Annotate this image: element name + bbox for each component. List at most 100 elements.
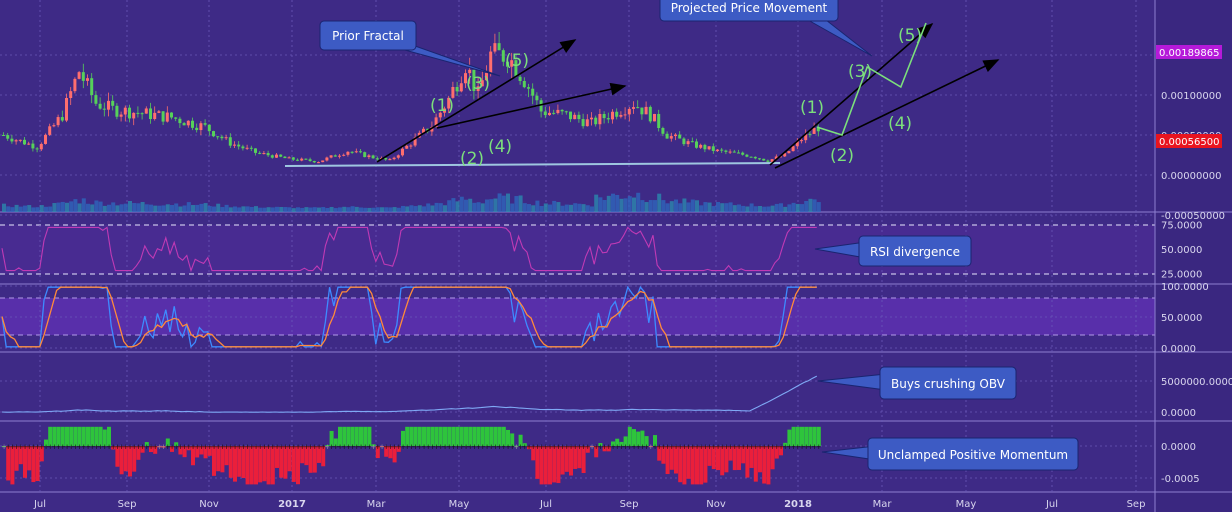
- momentum-bar: [686, 446, 691, 479]
- momentum-bar: [648, 446, 653, 447]
- candle-body: [165, 112, 169, 122]
- callout-momentum[interactable]: Unclamped Positive Momentum: [821, 437, 1079, 471]
- candle-body: [493, 43, 497, 52]
- momentum-cross-marker: +: [81, 443, 87, 451]
- candle-body: [170, 112, 173, 118]
- volume-bar: [548, 204, 552, 212]
- volume-bar: [468, 198, 473, 212]
- volume-bar: [514, 196, 519, 212]
- callout-projected[interactable]: Projected Price Movement: [659, 0, 873, 57]
- candle-body: [140, 113, 144, 115]
- candle-body: [220, 136, 224, 139]
- callout-obv[interactable]: Buys crushing OBV: [817, 366, 1017, 400]
- volume-bar: [216, 203, 221, 212]
- momentum-bar: [732, 446, 737, 471]
- momentum-cross-marker: +: [295, 443, 301, 451]
- momentum-bar: [224, 446, 229, 466]
- candle-body: [564, 111, 568, 113]
- momentum-bar: [199, 446, 204, 455]
- momentum-cross-marker: +: [261, 443, 267, 451]
- volume-bar: [132, 203, 137, 212]
- momentum-bar: [241, 446, 246, 479]
- momentum-cross-marker: +: [597, 443, 603, 451]
- candle-body: [317, 162, 320, 164]
- volume-bar: [228, 207, 233, 212]
- candle-body: [48, 126, 52, 135]
- callout-prior-fractal[interactable]: Prior Fractal: [319, 20, 501, 77]
- candle-body: [212, 131, 215, 137]
- momentum-cross-marker: +: [291, 443, 297, 451]
- candle-body: [149, 108, 152, 120]
- candle-body: [371, 155, 375, 159]
- candle-body: [283, 156, 287, 159]
- callout-rsi[interactable]: RSI divergence: [814, 235, 972, 267]
- candle-body: [711, 146, 715, 151]
- momentum-cross-marker: +: [5, 443, 11, 451]
- projected-wave-label: (4): [888, 114, 912, 134]
- rsi-tick-label: 75.0000: [1161, 221, 1202, 232]
- momentum-bar: [615, 438, 620, 446]
- momentum-cross-marker: +: [635, 443, 641, 451]
- momentum-bar: [695, 446, 699, 485]
- momentum-bar: [203, 446, 208, 459]
- candle-body: [186, 120, 190, 126]
- price-tick-label: -0.00050000: [1161, 211, 1225, 222]
- candle-body: [644, 106, 648, 115]
- volume-bar: [128, 200, 132, 212]
- momentum-bar: [552, 446, 557, 483]
- momentum-bar: [98, 426, 103, 446]
- momentum-cross-marker: +: [803, 443, 809, 451]
- volume-bar: [35, 207, 40, 212]
- momentum-bar: [149, 446, 153, 453]
- volume-bar: [249, 206, 254, 212]
- candle-body: [741, 152, 745, 155]
- volume-bar: [153, 205, 158, 212]
- momentum-bar: [329, 430, 334, 446]
- momentum-cross-marker: +: [287, 443, 293, 451]
- rsi-tick-label: 50.0000: [1161, 245, 1202, 256]
- momentum-cross-marker: +: [816, 443, 822, 451]
- candle-body: [724, 150, 728, 152]
- momentum-bar: [182, 446, 187, 458]
- volume-bar: [191, 205, 195, 212]
- volume-bar: [590, 206, 594, 212]
- momentum-cross-marker: +: [383, 443, 389, 451]
- momentum-cross-marker: +: [698, 443, 704, 451]
- volume-bar: [262, 207, 267, 212]
- candle-body: [636, 107, 640, 109]
- momentum-cross-marker: +: [648, 443, 654, 451]
- candle-body: [384, 157, 388, 160]
- volume-bar: [543, 203, 548, 212]
- volume-bar: [23, 205, 27, 212]
- candle-body: [136, 112, 140, 114]
- volume-bar: [699, 205, 704, 212]
- momentum-cross-marker: +: [492, 443, 498, 451]
- candle-body: [543, 111, 547, 116]
- volume-bar: [627, 196, 632, 212]
- time-tick-label: May: [449, 499, 470, 510]
- momentum-bar: [472, 426, 477, 446]
- candle-body: [590, 117, 593, 120]
- candle-body: [39, 143, 43, 150]
- candle-body: [144, 108, 148, 114]
- fractal-wave-label: (3): [466, 74, 490, 94]
- candle-body: [161, 111, 165, 122]
- volume-bar: [451, 198, 456, 212]
- momentum-bar: [606, 446, 611, 452]
- projected-wave-label: (5): [898, 26, 922, 46]
- volume-bar: [447, 200, 452, 212]
- momentum-bar: [77, 426, 82, 446]
- momentum-cross-marker: +: [337, 443, 343, 451]
- momentum-cross-marker: +: [119, 443, 125, 451]
- momentum-bar: [766, 446, 771, 485]
- volume-bar: [199, 203, 204, 212]
- momentum-cross-marker: +: [530, 443, 536, 451]
- momentum-cross-marker: +: [39, 443, 45, 451]
- volume-bar: [380, 207, 384, 212]
- momentum-bar: [808, 426, 813, 446]
- momentum-tick-label: 0.0000: [1161, 442, 1196, 453]
- candle-body: [695, 141, 698, 148]
- momentum-cross-marker: +: [207, 443, 213, 451]
- momentum-bar: [342, 426, 347, 446]
